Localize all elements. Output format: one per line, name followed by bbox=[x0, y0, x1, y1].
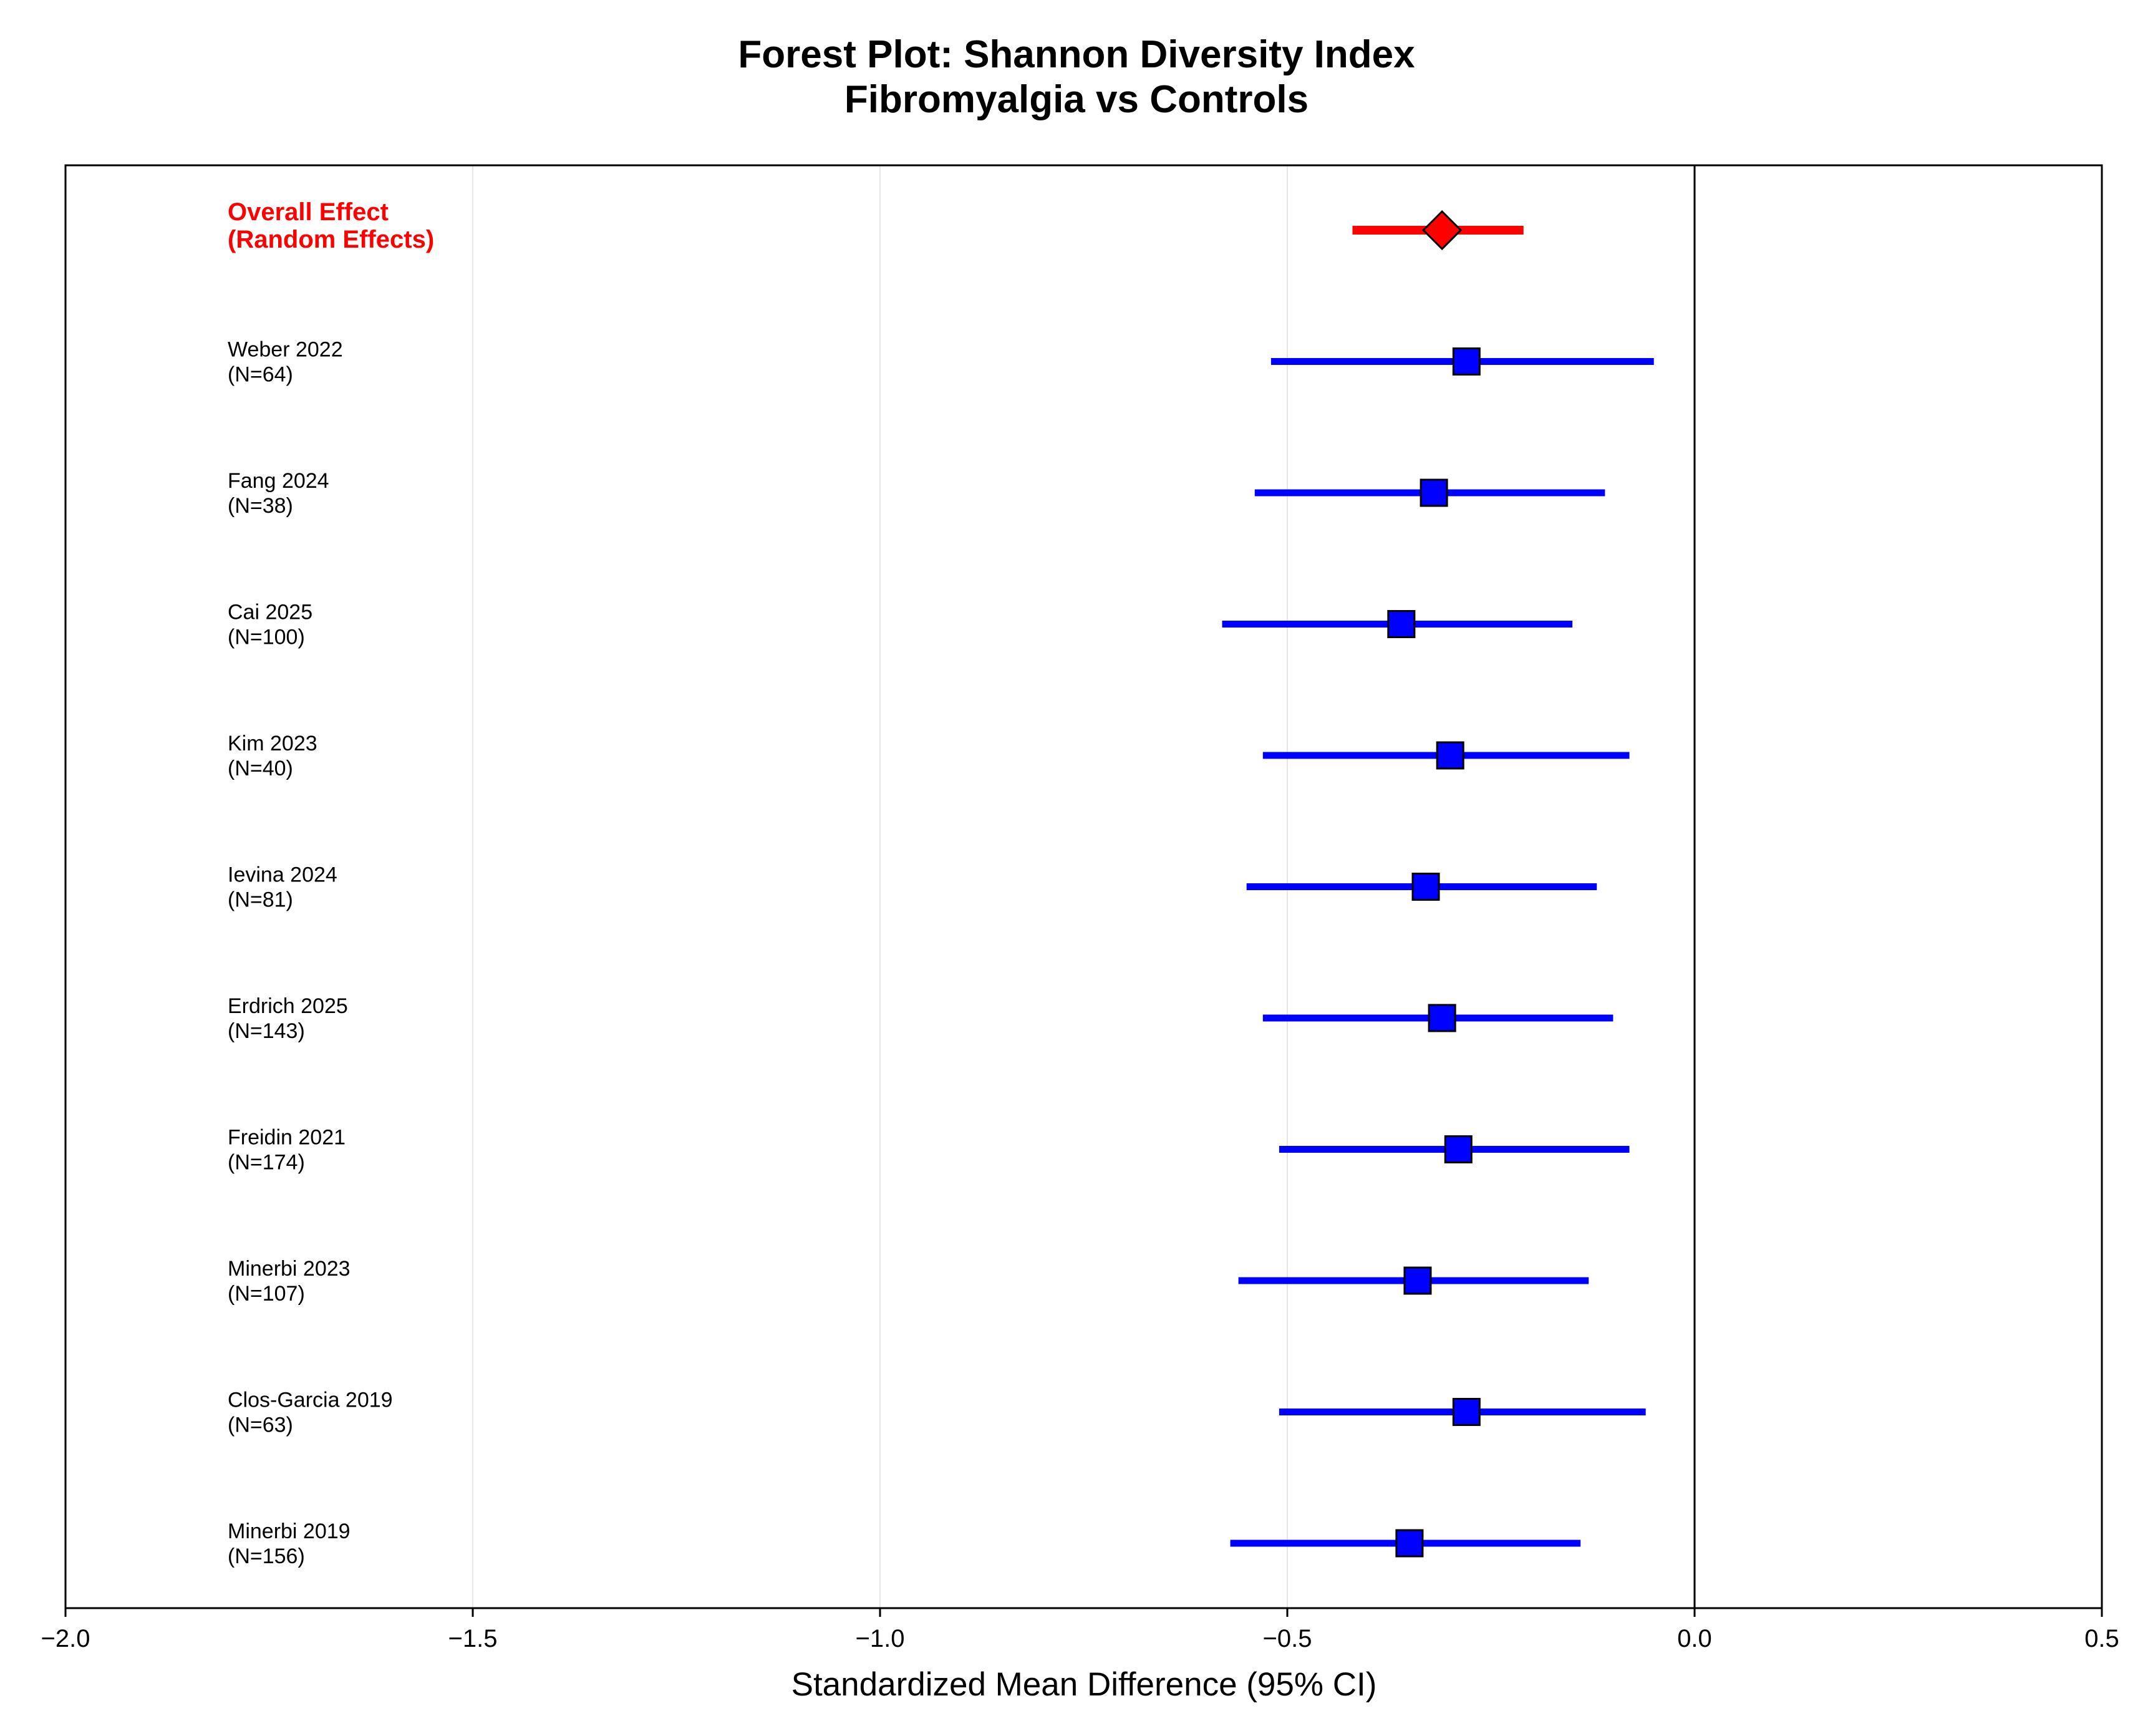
study-name: Freidin 2021 bbox=[228, 1126, 346, 1150]
study-name: Erdrich 2025 bbox=[228, 994, 348, 1018]
study-estimate-square bbox=[1452, 1398, 1481, 1426]
x-tick-label: −1.5 bbox=[448, 1625, 498, 1652]
data-marks bbox=[1222, 210, 1654, 1558]
study-sample-size: (N=174) bbox=[228, 1151, 305, 1175]
study-estimate-square bbox=[1411, 873, 1440, 901]
study-name: Minerbi 2019 bbox=[228, 1520, 351, 1543]
study-name: Weber 2022 bbox=[228, 338, 343, 362]
x-tick-label: −0.5 bbox=[1263, 1625, 1312, 1652]
plot-frame bbox=[64, 164, 2103, 1609]
study-sample-size: (N=64) bbox=[228, 363, 293, 387]
x-axis-label: Standardized Mean Difference (95% CI) bbox=[791, 1666, 1377, 1703]
x-tick-label: −1.0 bbox=[856, 1625, 905, 1652]
overall-label-line2: (Random Effects) bbox=[228, 226, 434, 253]
chart-title-line1: Forest Plot: Shannon Diversity Index bbox=[738, 33, 1415, 76]
study-sample-size: (N=81) bbox=[228, 888, 293, 912]
x-axis-ticks: −2.0 −1.5 −1.0 −0.5 0.0 0.5 bbox=[41, 1608, 2119, 1652]
study-sample-size: (N=143) bbox=[228, 1019, 305, 1043]
study-sample-size: (N=38) bbox=[228, 494, 293, 518]
study-name: Cai 2025 bbox=[228, 601, 312, 624]
study-sample-size: (N=63) bbox=[228, 1414, 293, 1437]
overall-label-line1: Overall Effect bbox=[228, 198, 389, 226]
study-sample-size: (N=156) bbox=[228, 1544, 305, 1568]
study-name: Ievina 2024 bbox=[228, 863, 337, 887]
study-name: Clos-Garcia 2019 bbox=[228, 1389, 393, 1412]
study-estimate-square bbox=[1436, 741, 1464, 770]
study-estimate-square bbox=[1395, 1529, 1424, 1558]
study-estimate-square bbox=[1420, 478, 1448, 507]
study-sample-size: (N=100) bbox=[228, 626, 305, 649]
study-name: Kim 2023 bbox=[228, 732, 317, 755]
x-tick-label: 0.0 bbox=[1677, 1625, 1712, 1652]
overall-estimate-diamond bbox=[1422, 210, 1463, 251]
x-tick-label: 0.5 bbox=[2084, 1625, 2119, 1652]
study-estimate-square bbox=[1452, 347, 1481, 376]
study-estimate-square bbox=[1403, 1266, 1432, 1295]
study-sample-size: (N=107) bbox=[228, 1282, 305, 1306]
study-labels: Overall Effect(Random Effects) Weber 2022… bbox=[228, 198, 434, 1568]
study-name: Fang 2024 bbox=[228, 469, 329, 493]
x-tick-label: −2.0 bbox=[41, 1625, 90, 1652]
chart-title-line2: Fibromyalgia vs Controls bbox=[844, 78, 1309, 121]
study-estimate-square bbox=[1387, 610, 1416, 638]
study-sample-size: (N=40) bbox=[228, 757, 293, 780]
study-estimate-square bbox=[1444, 1135, 1473, 1163]
study-name: Minerbi 2023 bbox=[228, 1257, 351, 1281]
study-estimate-square bbox=[1428, 1004, 1456, 1032]
